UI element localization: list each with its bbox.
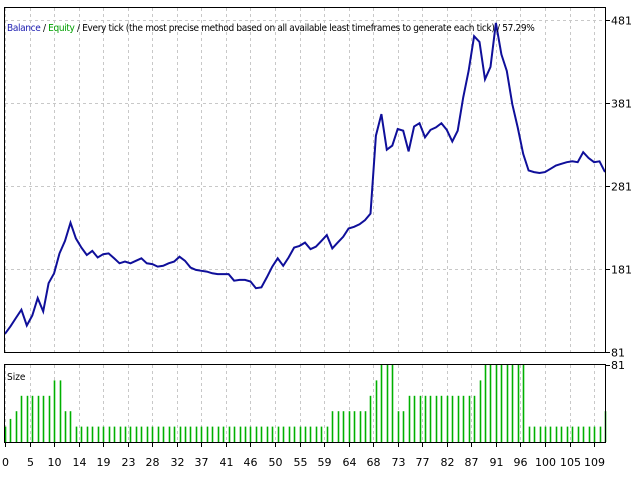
y-tick-label: 481 bbox=[611, 15, 632, 28]
y-tick-label: 81 bbox=[611, 359, 625, 372]
x-tick-label: 68 bbox=[367, 456, 381, 469]
main-plot-frame bbox=[4, 7, 606, 353]
x-tick-label: 96 bbox=[514, 456, 528, 469]
x-tick-label: 10 bbox=[48, 456, 62, 469]
x-tick-label: 28 bbox=[146, 456, 160, 469]
x-tick-label: 55 bbox=[294, 456, 308, 469]
balance-line bbox=[4, 22, 606, 335]
equity-legend: Equity bbox=[48, 23, 75, 34]
x-tick-label: 87 bbox=[465, 456, 479, 469]
x-tick-label: 0 bbox=[2, 456, 9, 469]
x-tick-label: 5 bbox=[27, 456, 34, 469]
modelling-quality: 57.29% bbox=[502, 23, 535, 34]
header-separator: / bbox=[494, 23, 503, 34]
x-tick-label: 32 bbox=[171, 456, 185, 469]
chart-header: Balance / Equity / Every tick (the most … bbox=[7, 23, 535, 35]
header-separator: / bbox=[74, 23, 83, 34]
y-tick-label: 181 bbox=[611, 264, 632, 277]
x-tick-label: 91 bbox=[490, 456, 504, 469]
x-tick-label: 105 bbox=[560, 456, 581, 469]
header-separator: / bbox=[40, 23, 49, 34]
x-tick-label: 64 bbox=[343, 456, 357, 469]
x-tick-label: 46 bbox=[244, 456, 258, 469]
x-tick-label: 14 bbox=[73, 456, 87, 469]
x-tick-label: 100 bbox=[535, 456, 556, 469]
x-tick-label: 82 bbox=[441, 456, 455, 469]
size-plot-frame bbox=[4, 364, 606, 443]
main-grid bbox=[5, 8, 605, 352]
balance-legend: Balance bbox=[7, 23, 41, 34]
x-axis: 0 5 10 14 19 23 28 32 37 41 46 50 55 59 64 68 73 77 82 87 91… bbox=[2, 442, 605, 469]
x-tick-label: 23 bbox=[122, 456, 136, 469]
y-tick-label: 81 bbox=[611, 347, 625, 360]
y-tick-label: 281 bbox=[611, 181, 632, 194]
x-tick-label: 19 bbox=[97, 456, 111, 469]
x-tick-label: 109 bbox=[584, 456, 605, 469]
x-tick-label: 77 bbox=[416, 456, 430, 469]
size-label: Size bbox=[7, 372, 26, 383]
x-tick-label: 59 bbox=[318, 456, 332, 469]
model-description: Every tick (the most precise method base… bbox=[82, 23, 495, 34]
y-tick-label: 381 bbox=[611, 98, 632, 111]
x-tick-label: 73 bbox=[392, 456, 406, 469]
size-bars bbox=[4, 365, 607, 442]
x-tick-label: 50 bbox=[269, 456, 283, 469]
x-tick-label: 37 bbox=[195, 456, 209, 469]
y-axis: 81 181 281 381 481 81 bbox=[605, 15, 632, 372]
x-tick-label: 41 bbox=[220, 456, 234, 469]
